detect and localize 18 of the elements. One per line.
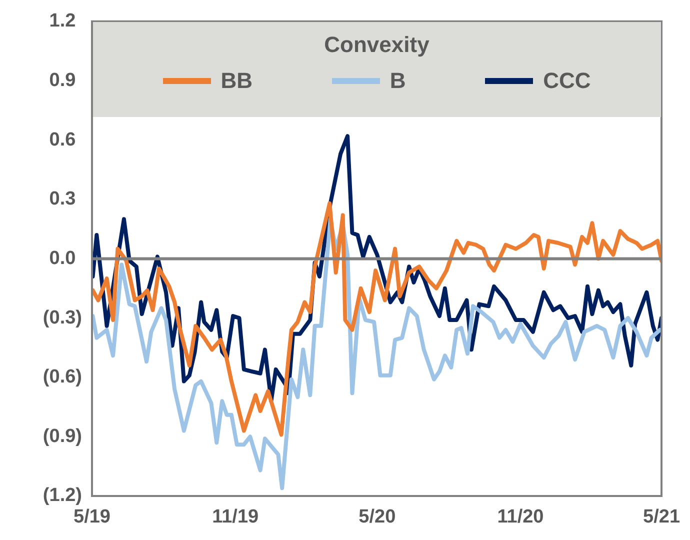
x-tick-label: 5/19 [74, 506, 110, 528]
y-tick-label: (1.2) [42, 485, 82, 506]
x-tick-label: 5/20 [358, 506, 396, 528]
y-tick-label: 0.3 [49, 188, 76, 210]
y-tick-label: 0.6 [49, 129, 76, 150]
legend-label: BB [220, 68, 252, 94]
y-tick-label: (0.3) [42, 307, 82, 328]
y-tick-label: (0.6) [42, 366, 82, 388]
legend-label: CCC [543, 68, 591, 94]
x-tick-label: 11/20 [497, 506, 544, 528]
y-tick-label: (0.9) [42, 426, 82, 447]
legend-title: Convexity [323, 32, 430, 58]
y-tick-label: 0.0 [49, 248, 76, 269]
x-tick-label: 5/21 [643, 506, 680, 528]
legend-label: B [390, 68, 406, 94]
y-tick-label: 1.2 [49, 10, 76, 32]
y-tick-label: 0.9 [49, 70, 76, 91]
x-tick-label: 11/19 [212, 506, 259, 528]
